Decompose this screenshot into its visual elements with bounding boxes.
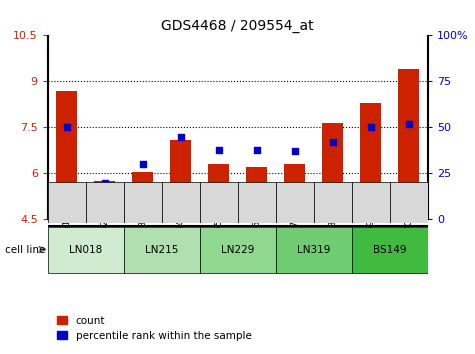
Bar: [398, 69, 419, 219]
FancyBboxPatch shape: [124, 182, 162, 223]
Bar: [132, 172, 153, 219]
FancyBboxPatch shape: [314, 182, 352, 223]
Bar: [246, 167, 267, 219]
Point: [215, 147, 222, 152]
FancyBboxPatch shape: [276, 227, 352, 273]
Text: LN319: LN319: [297, 245, 330, 255]
FancyBboxPatch shape: [390, 182, 428, 223]
Point: [253, 147, 260, 152]
FancyBboxPatch shape: [200, 227, 276, 273]
Text: BS149: BS149: [373, 245, 406, 255]
FancyBboxPatch shape: [238, 182, 276, 223]
Point: [101, 180, 108, 185]
Bar: [56, 91, 77, 219]
Bar: [170, 140, 191, 219]
FancyBboxPatch shape: [162, 182, 199, 223]
Text: cell line: cell line: [5, 245, 45, 255]
Legend: count, percentile rank within the sample: count, percentile rank within the sample: [53, 312, 256, 345]
Bar: [284, 164, 305, 219]
Point: [177, 134, 184, 139]
Point: [63, 125, 70, 130]
Point: [405, 121, 412, 127]
Bar: [322, 123, 343, 219]
FancyBboxPatch shape: [200, 182, 238, 223]
Point: [291, 149, 298, 154]
FancyBboxPatch shape: [48, 182, 86, 223]
Point: [139, 161, 146, 167]
FancyBboxPatch shape: [86, 182, 124, 223]
Point: [367, 125, 374, 130]
Bar: [94, 181, 115, 219]
FancyBboxPatch shape: [48, 227, 124, 273]
Bar: [208, 164, 229, 219]
Bar: [360, 103, 381, 219]
FancyBboxPatch shape: [352, 182, 390, 223]
FancyBboxPatch shape: [352, 227, 428, 273]
Point: [329, 139, 336, 145]
FancyBboxPatch shape: [276, 182, 314, 223]
Text: LN229: LN229: [221, 245, 254, 255]
Title: GDS4468 / 209554_at: GDS4468 / 209554_at: [161, 19, 314, 33]
Text: LN215: LN215: [145, 245, 178, 255]
Text: LN018: LN018: [69, 245, 102, 255]
FancyBboxPatch shape: [124, 227, 200, 273]
